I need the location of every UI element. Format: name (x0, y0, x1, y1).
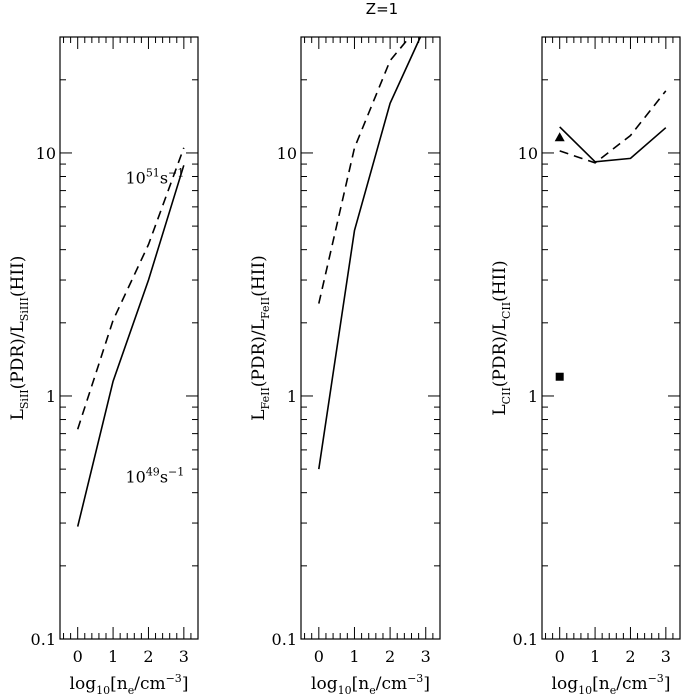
series-line-solid (76, 165, 185, 527)
y-label-subscript: CII (500, 302, 513, 319)
x-label-part: [n (592, 674, 610, 694)
x-label-part: ] (182, 674, 189, 694)
y-tick-label: 1 (528, 387, 538, 406)
annotation-low: 1049s−1 (125, 466, 184, 487)
x-axis-label: log10[ne/cm−3] (552, 672, 671, 696)
x-label-part: ] (423, 674, 430, 694)
x-label-subscript: 10 (338, 684, 352, 696)
x-label-subscript: e (128, 684, 135, 696)
y-label-part: (HII) (249, 255, 269, 297)
y-label-part: L (249, 409, 269, 420)
x-tick-label: 0 (314, 647, 324, 666)
y-axis-label: LSiII(PDR)/LSiIII(HII) (8, 256, 31, 421)
y-tick-label: 10 (36, 144, 56, 163)
y-tick-label: 10 (518, 144, 538, 163)
annotation-unit-exponent: −1 (168, 466, 184, 479)
y-label-part: (PDR)/L (8, 321, 28, 389)
y-label-part: (PDR)/L (490, 319, 510, 387)
x-label-part: ] (664, 674, 671, 694)
panel-siII: 0 1 2 30.11101051s−11049s−1log10[ne/cm−3]LS… (8, 36, 199, 696)
annotation-unit: s (160, 468, 168, 487)
x-label-subscript: e (369, 684, 376, 696)
annotation-exponent: 49 (146, 466, 160, 479)
y-tick-label: 0.1 (513, 630, 538, 649)
x-label-superscript: −3 (166, 672, 182, 685)
annotation-base: 10 (125, 168, 145, 187)
y-tick-label: 1 (287, 387, 297, 406)
annotation-base: 10 (125, 468, 145, 487)
x-tick-label: 2 (385, 647, 395, 666)
series-line-solid (318, 36, 422, 470)
y-label-subscript: FeII (259, 387, 272, 409)
x-label-subscript: 10 (96, 684, 110, 696)
y-label-part: (PDR)/L (249, 319, 269, 387)
x-label-part: /cm (134, 674, 165, 694)
y-label-part: L (490, 404, 510, 415)
y-tick-label: 1 (46, 387, 56, 406)
x-axis-label: log10[ne/cm−3] (70, 672, 189, 696)
y-label-subscript: FeII (259, 297, 272, 319)
y-label-part: (HII) (8, 256, 28, 298)
x-label-part: [n (110, 674, 128, 694)
y-label-part: L (8, 409, 28, 420)
annotation-unit-exponent: −1 (168, 166, 184, 179)
annotation-exponent: 51 (146, 166, 160, 179)
plot-frame-siII (59, 36, 199, 640)
annotation-unit: s (160, 168, 168, 187)
series-line-dashed (318, 36, 411, 304)
panel-feII: 0 1 2 30.1110log10[ne/cm−3]LFeII(PDR)/LFeII… (249, 36, 441, 696)
x-tick-label: 0 (555, 647, 565, 666)
y-tick-label: 0.1 (272, 630, 297, 649)
plot-frame-cII (541, 36, 681, 640)
y-tick-label: 10 (277, 144, 297, 163)
y-tick-label: 0.1 (31, 630, 56, 649)
x-label-superscript: −3 (648, 672, 664, 685)
y-label-subscript: SiIII (18, 297, 31, 321)
x-tick-label: 3 (179, 647, 189, 666)
x-tick-label: 3 (421, 647, 431, 666)
y-axis-label: LCII(PDR)/LCII(HII) (490, 260, 513, 415)
x-label-part: log (70, 674, 97, 694)
plot-frame-feII (300, 36, 441, 640)
series-line-dashed (559, 90, 667, 164)
y-label-part: (HII) (490, 260, 510, 302)
x-tick-label: 2 (143, 647, 153, 666)
x-label-part: /cm (616, 674, 647, 694)
x-tick-label: 2 (625, 647, 635, 666)
series-line-solid (559, 126, 667, 163)
y-label-subscript: CII (500, 387, 513, 404)
x-axis-label: log10[ne/cm−3] (311, 672, 430, 696)
x-label-part: log (311, 674, 338, 694)
x-tick-label: 1 (349, 647, 359, 666)
x-tick-label: 1 (108, 647, 118, 666)
annotation-high: 1051s−1 (125, 166, 184, 187)
triangle-marker (554, 132, 565, 142)
y-label-subscript: SiII (18, 389, 31, 409)
y-axis-label: LFeII(PDR)/LFeII(HII) (249, 255, 272, 420)
x-label-part: log (552, 674, 579, 694)
square-marker (555, 372, 564, 381)
figure-title: Z=1 (366, 0, 398, 18)
x-label-subscript: 10 (578, 684, 592, 696)
x-tick-label: 1 (590, 647, 600, 666)
x-tick-label: 0 (73, 647, 83, 666)
x-label-subscript: e (610, 684, 617, 696)
panel-cII: 0 1 2 30.1110log10[ne/cm−3]LCII(PDR)/LCII(H… (490, 36, 681, 696)
series-line-dashed (76, 147, 185, 430)
x-label-part: [n (352, 674, 370, 694)
x-label-superscript: −3 (407, 672, 423, 685)
x-label-part: /cm (376, 674, 407, 694)
x-tick-label: 3 (661, 647, 671, 666)
